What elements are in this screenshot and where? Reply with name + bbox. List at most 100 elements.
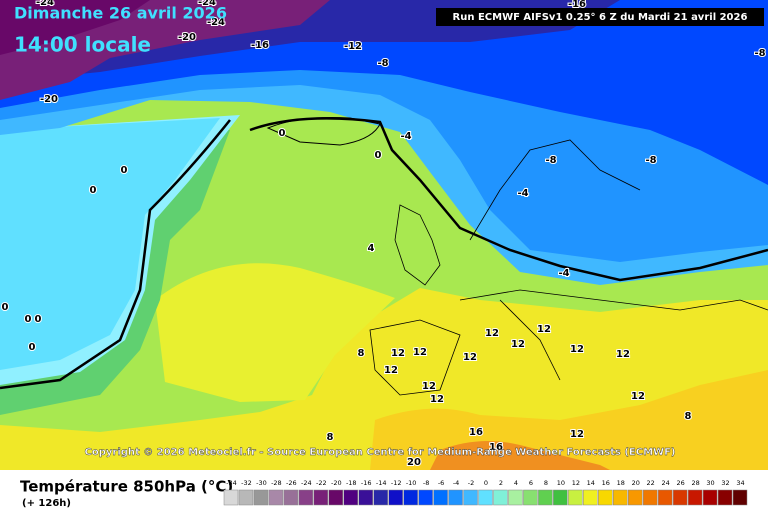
scale-label: -32 [241,479,252,487]
scale-label: -4 [453,479,459,487]
color-swatch [268,489,284,506]
contour-label: -20 [40,94,58,105]
color-swatch [238,489,254,506]
contour-label: -24 [36,0,54,8]
contour-label: 0 [121,165,128,176]
contour-label: 0 [375,150,382,161]
color-swatch [642,489,658,506]
color-swatch [493,489,508,506]
contour-label: 12 [430,394,444,405]
scale-label: -2 [468,479,474,487]
scale-label: -30 [256,479,267,487]
copyright: Copyright © 2026 Meteociel.fr - Source E… [85,447,676,458]
scale-label: -24 [301,479,312,487]
contour-label: 12 [384,365,398,376]
scale-label: 12 [572,479,580,487]
contour-label: 12 [511,339,525,350]
scale-label: 16 [602,479,610,487]
color-swatch [687,489,703,506]
contour-label: 16 [469,427,483,438]
contour-label: 12 [463,352,477,363]
color-swatch [657,489,673,506]
color-swatch [613,489,628,506]
color-swatch [298,489,314,506]
scale-label: 34 [736,479,744,487]
color-swatch [358,489,373,506]
scale-label: 30 [706,479,714,487]
contour-label: 12 [537,324,551,335]
contour-label: 12 [422,381,436,392]
scale-label: -26 [286,479,297,487]
scale-label: -20 [331,479,342,487]
color-swatch [463,489,478,506]
color-swatch [478,489,493,506]
color-swatch [523,489,538,506]
color-swatch [553,489,568,506]
contour-label: -24 [207,17,225,28]
scale-label: -28 [271,479,282,487]
contour-label: 0 [2,302,9,313]
scale-label: -8 [423,479,429,487]
contour-label: 16 [489,442,503,453]
contour-label: -12 [344,41,362,52]
color-swatch [328,489,344,506]
scale-label: -22 [316,479,327,487]
contour-label: -4 [558,268,569,279]
zero-contour [249,117,768,282]
contour-label: 0 [29,342,36,353]
scale-label: -34 [226,479,237,487]
color-swatch [343,489,358,506]
scale-label: -16 [361,479,372,487]
color-swatch [388,489,403,506]
run-info: Run ECMWF AIFSv1 0.25° 6 Z du Mardi 21 a… [453,12,748,23]
color-swatch [598,489,613,506]
scale-label: 10 [557,479,565,487]
contour-label: -24 [198,0,216,8]
scale-label: 20 [632,479,640,487]
color-swatch [732,489,748,506]
scale-label: -14 [376,479,387,487]
legend-subtitle: (+ 126h) [22,498,71,509]
contour-label: 0 [25,314,32,325]
scale-label: 8 [544,479,548,487]
scale-label: 6 [529,479,533,487]
color-swatch [373,489,388,506]
color-swatch [717,489,733,506]
color-swatch [283,489,299,506]
contour-label: 20 [407,457,421,468]
run-box [436,8,764,26]
contour-label: 12 [616,349,630,360]
legend-title: Température 850hPa (°C) [20,478,233,496]
contour-label: -4 [400,131,411,142]
contour-label: 8 [358,348,365,359]
scale-label: -10 [406,479,417,487]
contour-label: 12 [570,429,584,440]
yellow-tongue [155,263,395,402]
scale-label: 26 [676,479,684,487]
contour-label: 8 [327,432,334,443]
color-swatch [508,489,523,506]
contour-label: -8 [545,155,556,166]
zero-contour [0,119,231,390]
scale-label: 14 [587,479,595,487]
cold-region [0,118,220,370]
contour-label: 0 [90,185,97,196]
contour-label: 12 [631,391,645,402]
map [0,0,768,470]
color-swatch [538,489,553,506]
scale-label: -6 [438,479,444,487]
color-swatch [627,489,643,506]
color-swatch [403,489,418,506]
color-swatch [583,489,598,506]
contour-label: -20 [178,32,196,43]
contour-label: -8 [754,48,765,59]
contour-label: 12 [391,348,405,359]
scale-label: 2 [499,479,503,487]
color-swatch [672,489,688,506]
coastline [369,139,768,396]
color-swatch [568,489,583,506]
scale-label: 32 [721,479,729,487]
arctic-core [0,0,150,55]
